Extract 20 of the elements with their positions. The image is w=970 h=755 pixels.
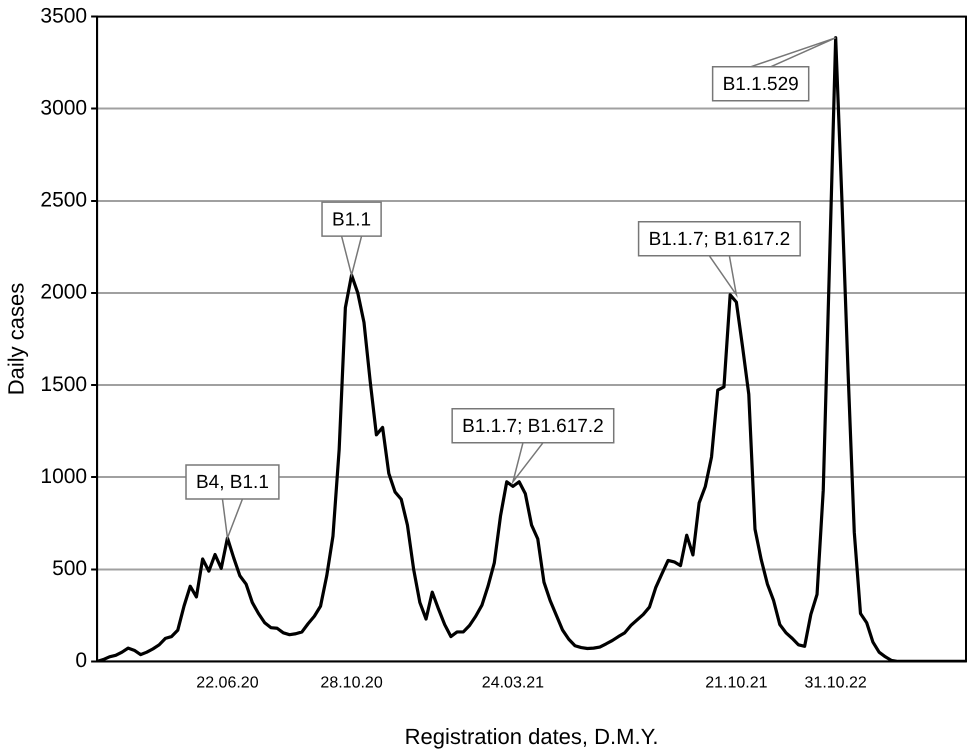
annotation: B1.1.529 [722,74,799,96]
x-tick-label: 21.10.21 [705,674,768,692]
x-tick-label: 28.10.20 [320,674,383,692]
x-tick-label: 24.03.21 [482,674,544,692]
y-tick-label: 0 [75,649,88,672]
annotation: B1.1.7; B1.617.2 [648,229,790,250]
annotation: B1.1.7; B1.617.2 [462,416,604,438]
annotation: B1.1 [332,209,372,230]
y-tick-label: 2000 [40,280,88,304]
x-tick-label: 22.06.20 [196,674,259,692]
y-tick-label: 3000 [40,96,88,120]
x-tick-label: 31.10.22 [804,674,867,692]
y-tick-label: 1500 [40,372,88,396]
y-tick-label: 3500 [40,4,88,28]
y-tick-label: 2500 [40,188,88,212]
x-axis-title: Registration dates, D.M.Y. [404,724,659,749]
y-axis-title: Daily cases [3,282,28,396]
annotation: B4, B1.1 [196,472,269,494]
y-tick-label: 500 [52,557,88,580]
y-tick-label: 1000 [40,464,88,488]
